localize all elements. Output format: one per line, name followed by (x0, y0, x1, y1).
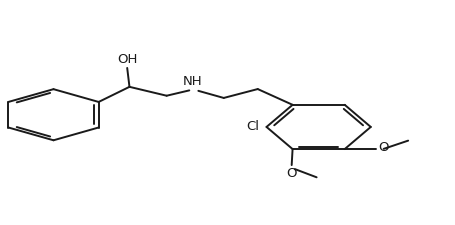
Text: NH: NH (183, 75, 202, 88)
Text: Cl: Cl (246, 120, 259, 133)
Text: OH: OH (117, 53, 137, 66)
Text: O: O (377, 142, 388, 155)
Text: O: O (286, 167, 296, 180)
